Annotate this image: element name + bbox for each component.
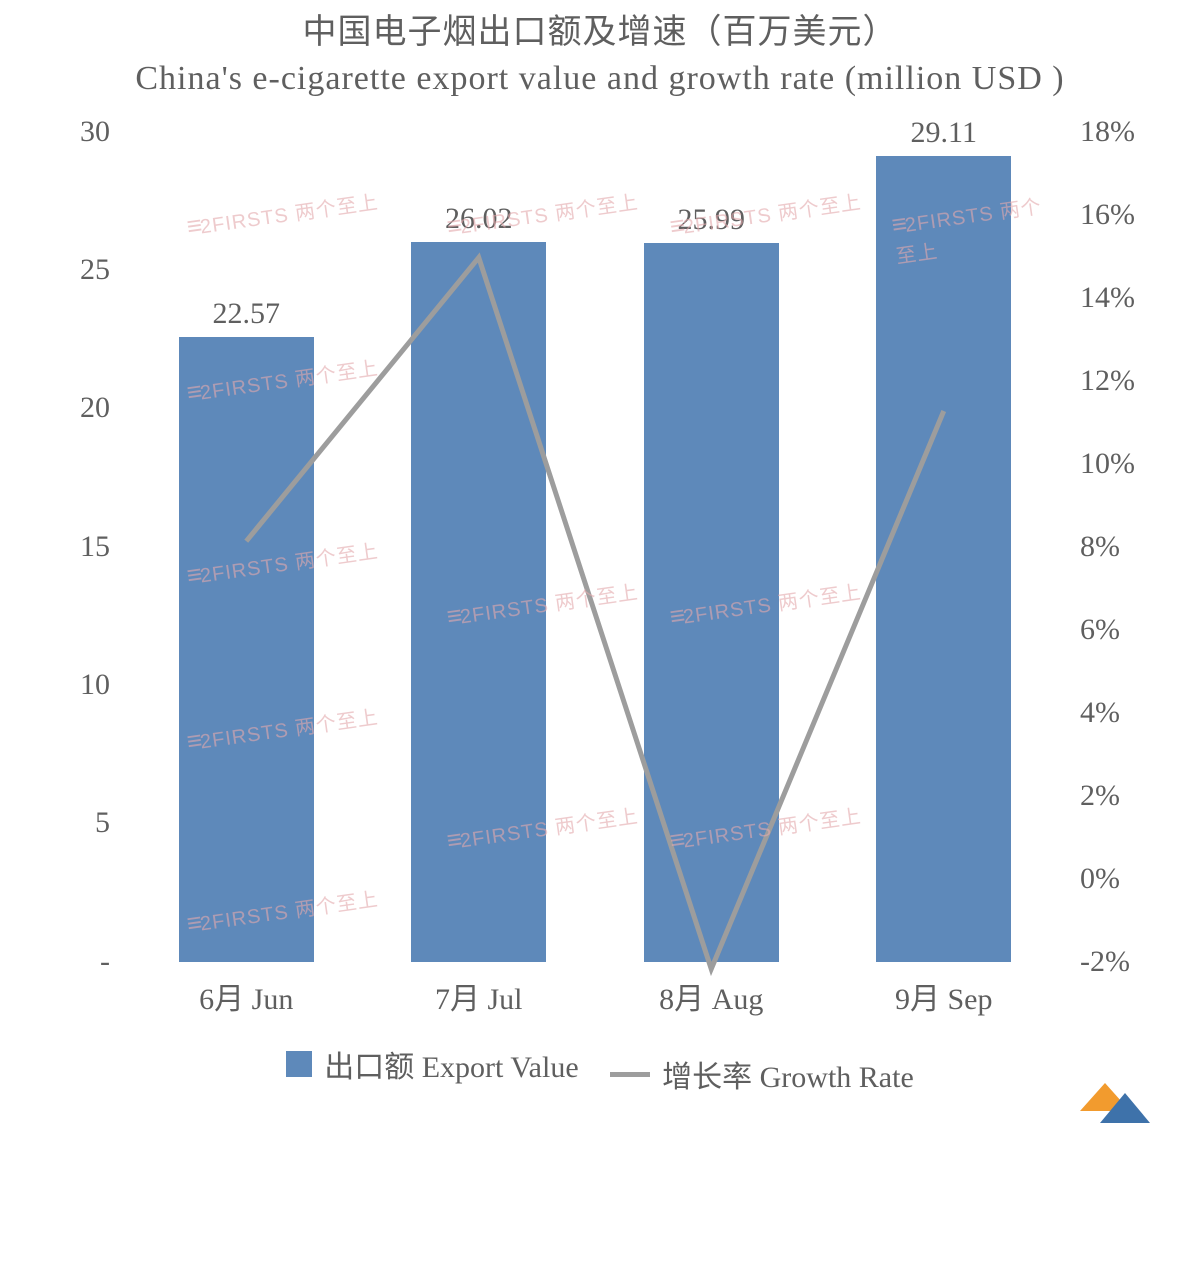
y-right-tick: 6% — [1080, 613, 1120, 647]
y-axis-left: -51015202530 — [40, 132, 110, 962]
y-left-tick: - — [100, 945, 110, 979]
title-cn: 中国电子烟出口额及增速（百万美元） — [40, 10, 1160, 56]
x-tick: 8月 Aug — [659, 974, 763, 1018]
chart-container: 中国电子烟出口额及增速（百万美元） China's e-cigarette ex… — [0, 0, 1200, 1263]
y-left-tick: 5 — [95, 806, 110, 840]
y-right-tick: 2% — [1080, 779, 1120, 813]
y-axis-right: -2%0%2%4%6%8%10%12%14%16%18% — [1080, 132, 1160, 962]
legend-line-swatch — [610, 1072, 650, 1077]
y-right-tick: 10% — [1080, 447, 1135, 481]
y-right-tick: -2% — [1080, 945, 1130, 979]
y-left-tick: 20 — [80, 391, 110, 425]
y-right-tick: 0% — [1080, 862, 1120, 896]
x-axis: 6月 Jun 7月 Jul 8月 Aug 9月 Sep — [130, 962, 1060, 1022]
corner-logo-icon — [1080, 1073, 1150, 1123]
y-right-tick: 4% — [1080, 696, 1120, 730]
y-left-tick: 15 — [80, 530, 110, 564]
bar-labels-layer: 22.5726.0225.9929.11 — [130, 132, 1060, 962]
title-en: China's e-cigarette export value and gro… — [40, 56, 1160, 102]
bar-value-label: 26.02 — [445, 202, 513, 236]
bar-value-label: 25.99 — [678, 203, 746, 237]
y-left-tick: 25 — [80, 253, 110, 287]
x-tick: 6月 Jun — [199, 974, 293, 1018]
bar-value-label: 22.57 — [213, 297, 281, 331]
x-tick: 7月 Jul — [435, 974, 523, 1018]
bar-value-label: 29.11 — [911, 116, 977, 150]
y-right-tick: 8% — [1080, 530, 1120, 564]
y-right-tick: 16% — [1080, 198, 1135, 232]
y-right-tick: 14% — [1080, 281, 1135, 315]
y-left-tick: 10 — [80, 668, 110, 702]
chart-title: 中国电子烟出口额及增速（百万美元） China's e-cigarette ex… — [40, 10, 1160, 102]
plot-area: -51015202530 -2%0%2%4%6%8%10%12%14%16%18… — [40, 132, 1160, 962]
x-tick: 9月 Sep — [895, 974, 993, 1018]
plot-inner: 22.5726.0225.9929.11 2FIRSTS 两个至上2FIRSTS… — [130, 132, 1060, 962]
y-left-tick: 30 — [80, 115, 110, 149]
y-right-tick: 18% — [1080, 115, 1135, 149]
y-right-tick: 12% — [1080, 364, 1135, 398]
